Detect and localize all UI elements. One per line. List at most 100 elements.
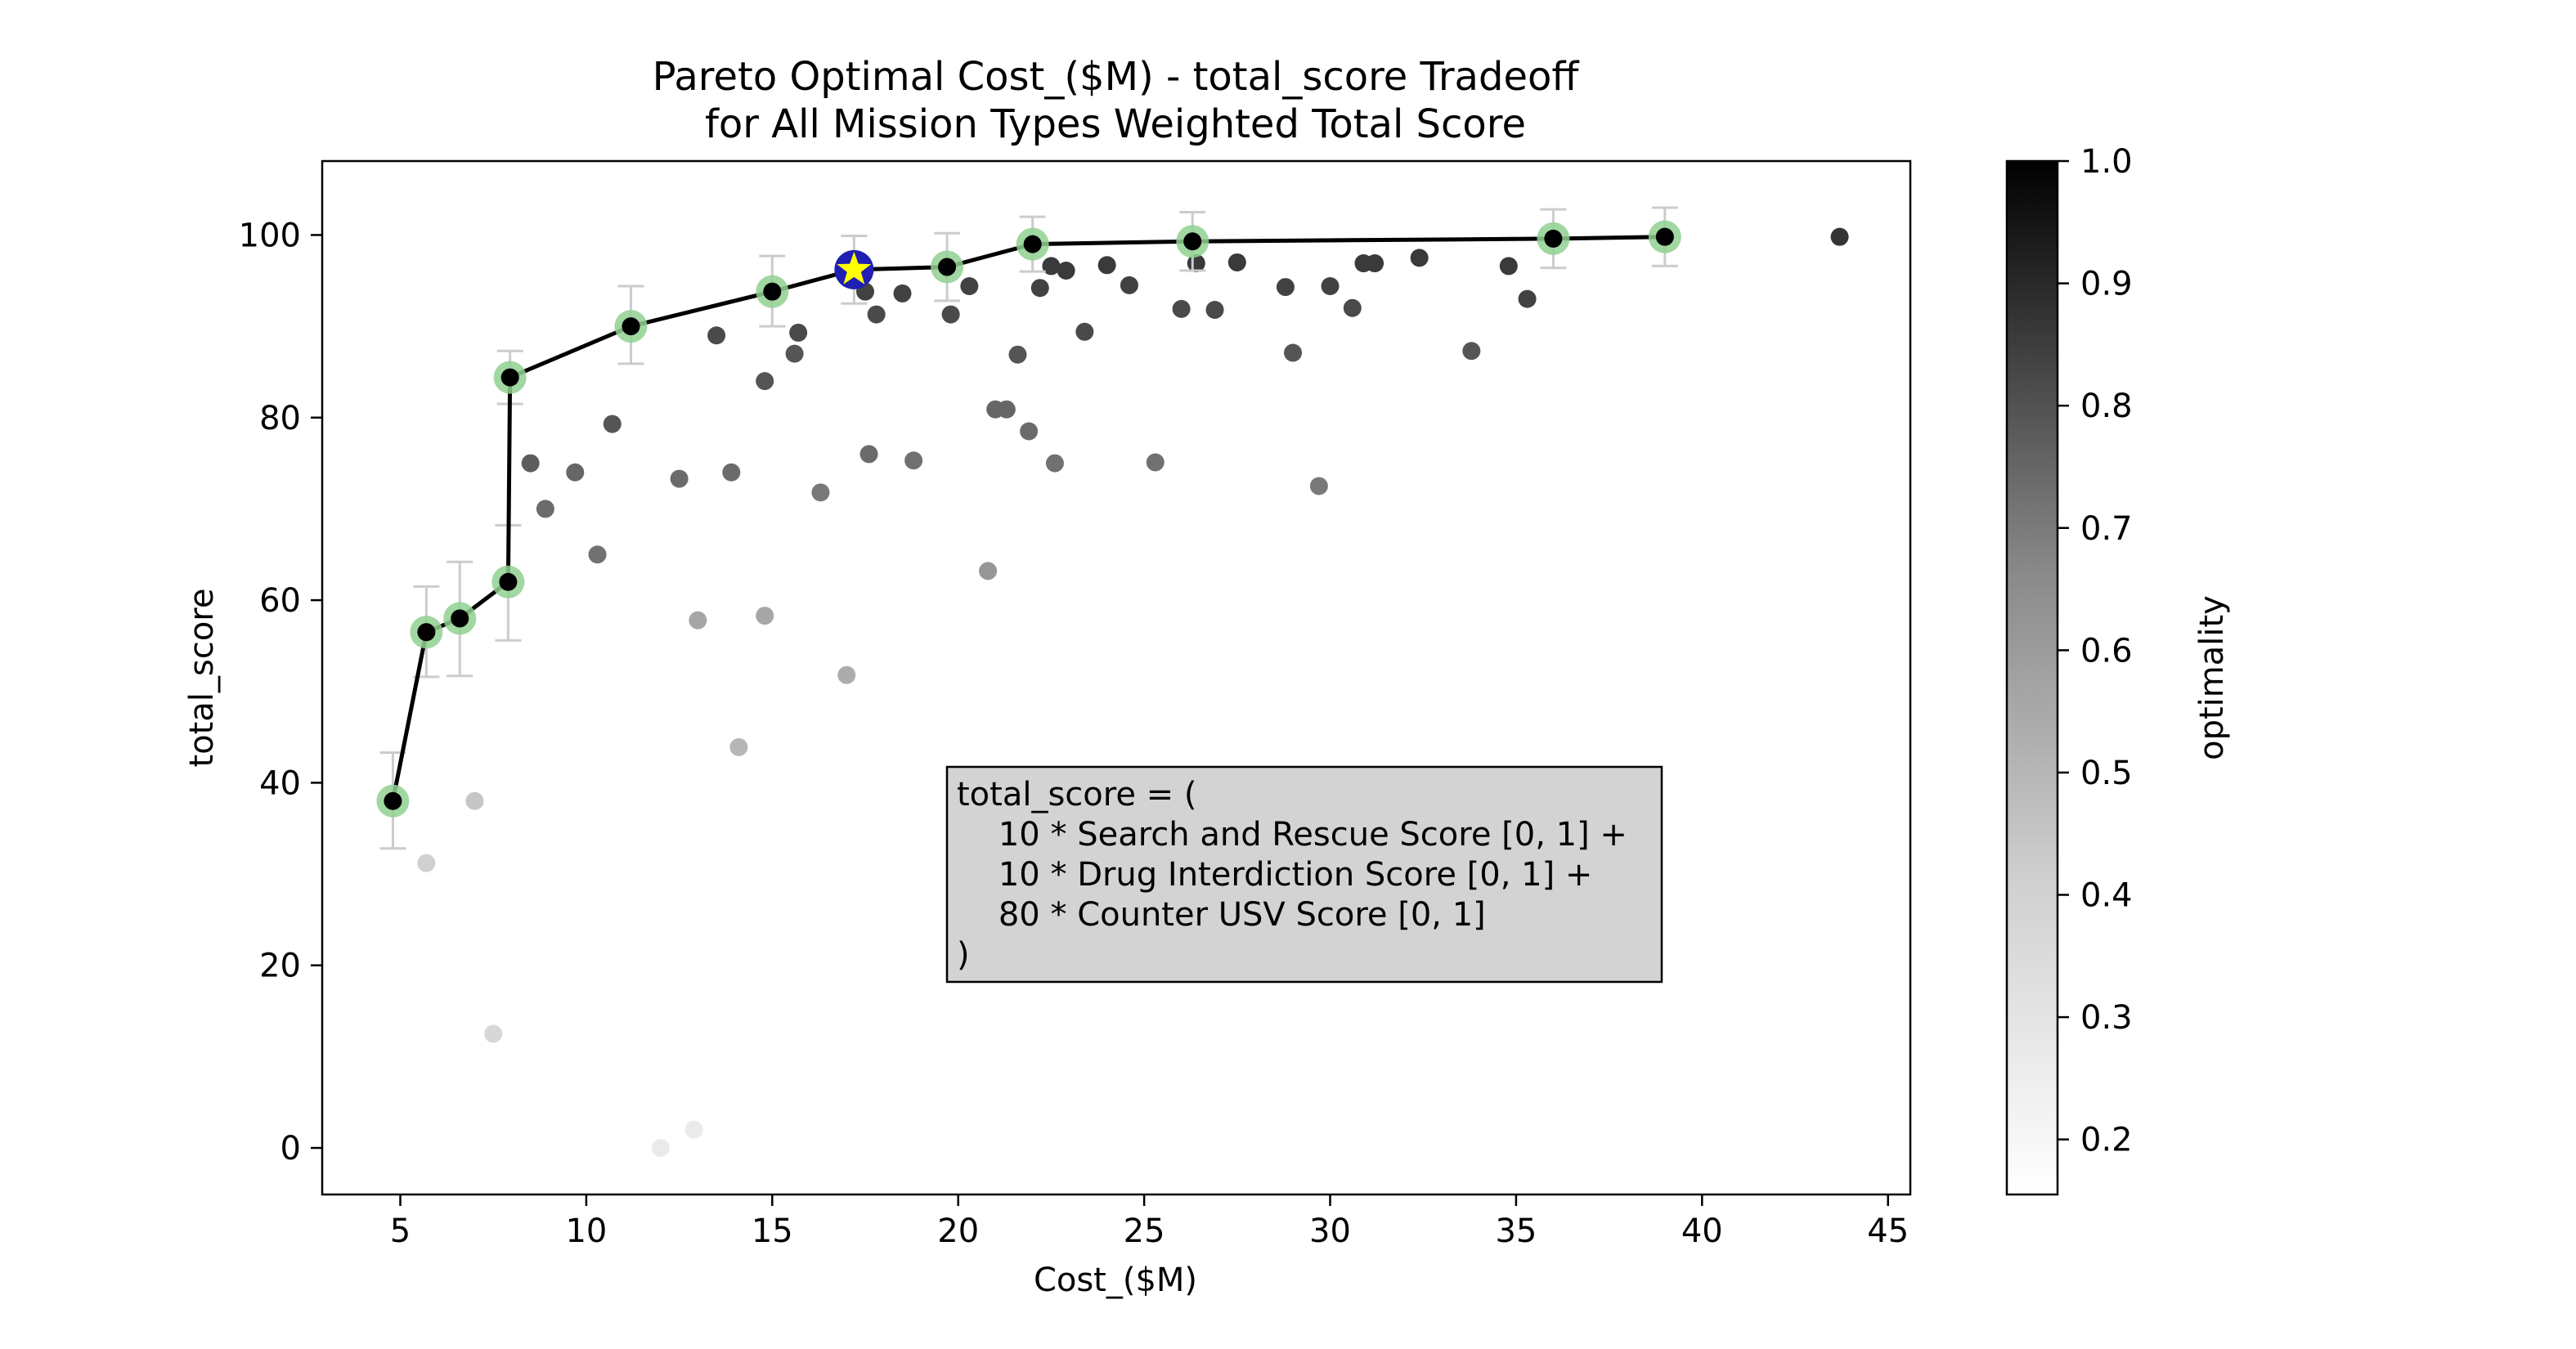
x-tick-label: 35 <box>1495 1212 1537 1250</box>
formula-line-3: 10 * Drug Interdiction Score [0, 1] + <box>957 856 1592 894</box>
pareto-point <box>451 609 469 628</box>
highlight-layer <box>834 249 874 289</box>
scatter-point <box>1172 299 1191 318</box>
pareto-point <box>499 572 518 591</box>
scatter-point <box>1830 227 1849 246</box>
y-tick-label: 80 <box>259 400 301 437</box>
scatter-point <box>1030 279 1049 298</box>
scatter-point <box>484 1024 503 1043</box>
colorbar-tick-label: 0.7 <box>2080 510 2133 548</box>
scatter-point <box>536 500 554 518</box>
scatter-point <box>1146 453 1165 472</box>
plot-area <box>321 159 1912 1196</box>
scatter-point <box>521 454 540 473</box>
scatter-point <box>756 372 774 391</box>
y-tick-label: 0 <box>280 1130 301 1167</box>
formula-line-2: 10 * Search and Rescue Score [0, 1] + <box>957 816 1627 854</box>
y-axis-label: total_score <box>183 589 221 768</box>
colorbar-tick-label: 0.5 <box>2080 755 2133 792</box>
x-tick-label: 45 <box>1867 1212 1909 1250</box>
pareto-point <box>938 258 957 276</box>
scatter-point <box>1366 254 1384 273</box>
colorbar-tick-label: 0.6 <box>2080 632 2133 670</box>
pareto-point <box>500 368 519 387</box>
colorbar-tick-label: 0.4 <box>2080 877 2133 915</box>
scatter-point <box>1518 289 1537 308</box>
scatter-point <box>979 562 998 580</box>
x-tick-label: 15 <box>752 1212 793 1250</box>
x-axis-label: Cost_($M) <box>1034 1262 1197 1299</box>
scatter-point <box>1205 301 1224 320</box>
scatter-point <box>1276 278 1295 297</box>
y-axis: 0 20 40 60 80 100 <box>239 217 322 1167</box>
scatter-point <box>1410 249 1429 267</box>
scatter-point <box>465 791 484 810</box>
scatter-point <box>960 276 979 295</box>
colorbar-tick-label: 0.9 <box>2080 266 2133 303</box>
scatter-point <box>1057 261 1075 280</box>
colorbar-tick-label: 1.0 <box>2080 143 2133 181</box>
scatter-layer <box>417 227 1849 1158</box>
scatter-point <box>1008 345 1027 364</box>
scatter-point <box>904 451 923 470</box>
scatter-point <box>997 400 1016 419</box>
x-tick-label: 40 <box>1681 1212 1723 1250</box>
scatter-point <box>756 607 774 625</box>
scatter-point <box>417 854 436 872</box>
formula-annotation: total_score = ( 10 * Search and Rescue S… <box>945 765 1663 984</box>
chart-title-line-1: Pareto Optimal Cost_($M) - total_score T… <box>653 54 1580 100</box>
y-tick-label: 60 <box>259 582 301 620</box>
pareto-point <box>1655 227 1674 246</box>
formula-line-5: ) <box>957 936 970 974</box>
x-tick-label: 20 <box>937 1212 979 1250</box>
x-tick-label: 30 <box>1309 1212 1351 1250</box>
x-tick-label: 10 <box>565 1212 607 1250</box>
scatter-point <box>1097 256 1116 275</box>
scatter-point <box>603 415 622 433</box>
colorbar-label: optimality <box>2193 595 2231 760</box>
pareto-point <box>1544 229 1563 248</box>
scatter-point <box>1309 477 1328 495</box>
formula-annotation-box <box>945 765 1663 984</box>
scatter-point <box>941 305 960 324</box>
scatter-point <box>651 1139 670 1158</box>
scatter-point <box>1075 322 1094 341</box>
pareto-point <box>763 282 782 301</box>
scatter-point <box>867 305 886 324</box>
scatter-point <box>566 463 585 482</box>
scatter-point <box>893 284 912 303</box>
scatter-point <box>1462 342 1481 361</box>
colorbar-gradient <box>2005 159 2059 1196</box>
scatter-point <box>1284 343 1303 362</box>
y-tick-label: 20 <box>259 948 301 985</box>
colorbar: 0.2 0.3 0.4 0.5 0.6 0.7 0.8 0.9 1.0 optimality <box>2005 143 2231 1196</box>
y-tick-label: 40 <box>259 764 301 802</box>
scatter-point <box>1020 422 1039 441</box>
scatter-point <box>1321 276 1340 295</box>
colorbar-tick-label: 0.3 <box>2080 999 2133 1037</box>
pareto-point <box>384 791 402 810</box>
colorbar-ticks: 0.2 0.3 0.4 0.5 0.6 0.7 0.8 0.9 1.0 <box>2058 143 2133 1159</box>
scatter-point <box>707 326 726 345</box>
y-tick-label: 100 <box>239 217 301 254</box>
formula-line-4: 80 * Counter USV Score [0, 1] <box>957 896 1486 934</box>
pareto-point <box>1023 235 1042 253</box>
chart-title-line-2: for All Mission Types Weighted Total Sco… <box>705 101 1526 147</box>
scatter-point <box>811 483 830 502</box>
scatter-point <box>689 611 707 630</box>
scatter-point <box>1499 257 1518 276</box>
pareto-point <box>417 623 436 642</box>
selected-point-star-icon <box>837 251 872 285</box>
scatter-point <box>670 469 689 488</box>
scatter-point <box>1227 253 1246 271</box>
x-tick-label: 25 <box>1124 1212 1165 1250</box>
scatter-point <box>837 666 856 684</box>
scatter-point <box>785 344 804 363</box>
x-axis: 5 10 15 20 25 30 35 40 45 <box>390 1194 1909 1250</box>
scatter-point <box>729 737 748 756</box>
x-tick-label: 5 <box>390 1212 411 1250</box>
scatter-point <box>1045 454 1064 473</box>
pareto-point <box>1183 232 1202 251</box>
scatter-point <box>789 323 808 342</box>
